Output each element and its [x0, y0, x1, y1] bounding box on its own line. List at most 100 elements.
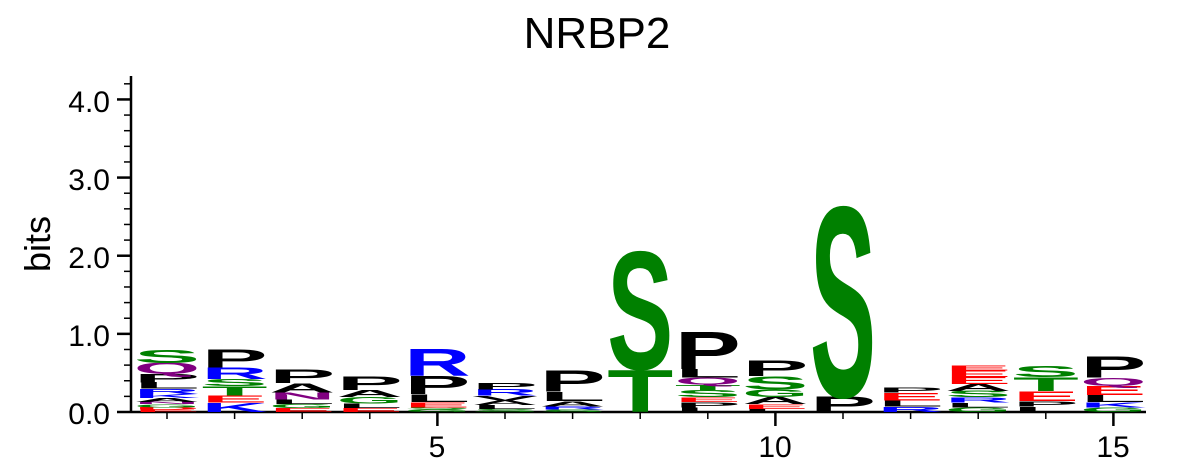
- logo-letter-7-S: S: [540, 409, 606, 413]
- logo-letter-1-K: K: [134, 393, 200, 399]
- logo-letter-14-T: T: [1013, 373, 1079, 395]
- logo-letter-3-N: N: [269, 391, 335, 402]
- logo-letter-3-L: L: [269, 398, 335, 405]
- logo-letter-9-Q: Q: [675, 376, 741, 387]
- logo-letter-5-P: P: [404, 371, 470, 400]
- logo-letter-3-P: P: [269, 365, 335, 387]
- logo-letter-3-E: E: [269, 407, 335, 413]
- logo-letter-2-K: K: [202, 400, 268, 415]
- logo-letter-13-R: R: [945, 396, 1011, 405]
- logo-letter-4-A: A: [337, 388, 403, 399]
- logo-letter-9-P: P: [675, 321, 741, 381]
- logo-letter-12-E: E: [878, 390, 944, 402]
- logo-letter-9-L: L: [675, 367, 741, 380]
- logo-letter-5-G: G: [404, 409, 470, 413]
- logo-letter-2-E: E: [202, 394, 268, 405]
- logo-letter-13-A: A: [945, 382, 1011, 393]
- logo-letter-2-S: S: [202, 377, 268, 388]
- logo-letter-10-A: A: [742, 395, 808, 406]
- logo-letter-4-G: G: [337, 395, 403, 405]
- logo-letter-6-S: S: [472, 408, 538, 413]
- letter-stacks: EDGNAKRLPQSKETSRPEGLNAPELGAPGSELPRSLAVRP…: [134, 150, 1147, 454]
- logo-letter-5-S: S: [404, 407, 470, 411]
- logo-letter-15-G: G: [1080, 406, 1146, 413]
- logo-letter-6-P: P: [472, 381, 538, 391]
- logo-letter-9-S: S: [675, 388, 741, 399]
- x-tick-label-10: 10: [758, 431, 791, 464]
- logo-letter-9-T: T: [675, 383, 741, 391]
- logo-letter-1-D: D: [134, 407, 200, 411]
- logo-letter-3-A: A: [269, 381, 335, 396]
- logo-letter-1-P: P: [134, 371, 200, 384]
- chart-title: NRBP2: [524, 9, 671, 58]
- y-tick-label-2: 2.0: [68, 242, 110, 275]
- logo-letter-5-E: E: [404, 400, 470, 409]
- logo-letter-4-L: L: [337, 402, 403, 409]
- logo-letter-1-L: L: [134, 381, 200, 391]
- logo-letter-6-A: A: [472, 399, 538, 406]
- logo-letter-1-G: G: [134, 403, 200, 408]
- logo-letter-5-L: L: [404, 392, 470, 404]
- y-tick-label-3: 3.0: [68, 164, 110, 197]
- logo-letter-3-G: G: [269, 403, 335, 409]
- logo-letter-13-E: E: [945, 375, 1011, 386]
- logo-letter-5-R: R: [404, 340, 470, 384]
- logo-letter-4-P: P: [337, 372, 403, 394]
- logo-letter-10-P: P: [742, 357, 808, 381]
- logo-letter-15-P: P: [1080, 350, 1146, 384]
- logo-letter-10-S: S: [742, 373, 808, 394]
- logo-letter-10-L: L: [742, 408, 808, 413]
- logo-letter-11-P: P: [810, 393, 876, 417]
- logo-letter-9-E: E: [675, 396, 741, 403]
- logo-letter-1-E: E: [134, 409, 200, 413]
- logo-letter-15-Q: Q: [1080, 376, 1146, 388]
- logo-letter-11-S: S: [810, 150, 876, 454]
- logo-letter-1-A: A: [134, 397, 200, 403]
- logo-letter-12-P: P: [878, 386, 944, 395]
- logo-letter-10-E: E: [742, 403, 808, 410]
- logo-letter-12-L: L: [878, 399, 944, 409]
- y-axis-label: bits: [17, 216, 58, 272]
- logo-letter-6-R: R: [472, 388, 538, 398]
- logo-column-8: TS: [607, 218, 673, 425]
- logo-letter-2-T: T: [202, 384, 268, 399]
- x-tick-label-5: 5: [429, 431, 446, 464]
- logo-letter-2-R: R: [202, 364, 268, 382]
- logo-letter-6-V: V: [472, 394, 538, 401]
- logo-letter-13-L: L: [945, 401, 1011, 408]
- x-axis: 5 10 15: [131, 410, 1146, 464]
- logo-letter-14-S: S: [1013, 363, 1079, 380]
- logo-letter-7-P: P: [540, 364, 606, 398]
- logo-letter-9-L: L: [675, 406, 741, 413]
- logo-letter-7-A: A: [540, 400, 606, 409]
- logo-letter-13-S: S: [945, 389, 1011, 399]
- y-tick-label-4: 4.0: [68, 86, 110, 119]
- logo-letter-15-E: E: [1080, 383, 1146, 398]
- logo-letter-1-Q: Q: [134, 360, 200, 377]
- logo-letter-14-L: L: [1013, 405, 1079, 413]
- logo-letter-2-P: P: [202, 344, 268, 373]
- y-tick-label-1: 1.0: [68, 320, 110, 353]
- logo-letter-8-T: T: [607, 358, 673, 425]
- logo-letter-1-R: R: [134, 387, 200, 396]
- logo-letter-13-E: E: [945, 369, 1011, 379]
- logo-letter-1-N: N: [134, 401, 200, 405]
- logo-letter-7-R: R: [540, 406, 606, 411]
- logo-letter-8-S: S: [607, 218, 673, 406]
- logo-letter-4-E: E: [337, 407, 403, 413]
- y-tick-label-0: 0.0: [68, 398, 110, 431]
- logo-letter-7-L: L: [540, 389, 606, 404]
